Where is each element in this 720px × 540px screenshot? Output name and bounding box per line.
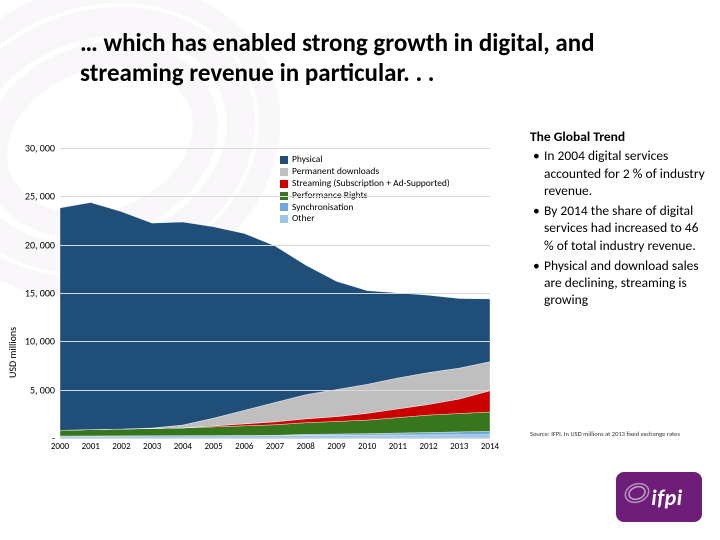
y-tick-label: - — [15, 432, 55, 445]
y-tick-label: 20, 000 — [15, 238, 55, 251]
source-note: Source: IFPI. In USD millions at 2013 fi… — [530, 430, 720, 438]
x-tick-label: 2003 — [143, 441, 161, 452]
chart-plot-area: PhysicalPermanent downloadsStreaming (Su… — [60, 148, 490, 438]
side-bullet: Physical and download sales are declinin… — [530, 257, 710, 309]
legend-label: Streaming (Subscription + Ad-Supported) — [292, 178, 450, 190]
x-tick-label: 2010 — [358, 441, 376, 452]
legend-swatch — [280, 203, 288, 211]
side-bullet: In 2004 digital services accounted for 2… — [530, 147, 710, 199]
x-tick-label: 2004 — [174, 441, 192, 452]
legend-label: Permanent downloads — [292, 166, 379, 178]
legend-swatch — [280, 215, 288, 223]
y-tick-label: 10, 000 — [15, 335, 55, 348]
x-tick-label: 2012 — [419, 441, 437, 452]
logo-swirl-icon — [622, 478, 652, 508]
gridline — [60, 390, 490, 391]
side-bullet: By 2014 the share of digital services ha… — [530, 202, 710, 254]
gridline — [60, 341, 490, 342]
side-bullets: In 2004 digital services accounted for 2… — [530, 147, 710, 308]
x-tick-label: 2006 — [235, 441, 253, 452]
gridline — [60, 148, 490, 149]
gridline — [60, 245, 490, 246]
gridline — [60, 293, 490, 294]
x-tick-label: 2014 — [481, 441, 499, 452]
chart-container: USD millions PhysicalPermanent downloads… — [10, 148, 500, 478]
legend-item: Other — [280, 213, 450, 225]
y-tick-label: 30, 000 — [15, 142, 55, 155]
slide-root: … which has enabled strong growth in dig… — [0, 0, 720, 540]
legend-item: Streaming (Subscription + Ad-Supported) — [280, 178, 450, 190]
legend-swatch — [280, 156, 288, 164]
legend-item: Permanent downloads — [280, 166, 450, 178]
gridline — [60, 196, 490, 197]
y-tick-label: 25, 000 — [15, 190, 55, 203]
x-tick-label: 2013 — [450, 441, 468, 452]
x-tick-label: 2000 — [51, 441, 69, 452]
legend-swatch — [280, 168, 288, 176]
y-tick-label: 15, 000 — [15, 287, 55, 300]
gridline — [60, 438, 490, 439]
chart-legend: PhysicalPermanent downloadsStreaming (Su… — [280, 154, 450, 225]
legend-label: Other — [292, 213, 315, 225]
side-heading: The Global Trend — [530, 128, 710, 145]
x-tick-label: 2001 — [82, 441, 100, 452]
x-tick-label: 2011 — [389, 441, 407, 452]
x-tick-label: 2005 — [204, 441, 222, 452]
x-tick-label: 2008 — [297, 441, 315, 452]
slide-title: … which has enabled strong growth in dig… — [80, 28, 640, 88]
x-tick-label: 2007 — [266, 441, 284, 452]
ifpi-logo: ifpi — [616, 472, 702, 522]
side-text: The Global Trend In 2004 digital service… — [530, 128, 710, 312]
legend-swatch — [280, 180, 288, 188]
y-tick-label: 5, 000 — [15, 383, 55, 396]
x-tick-label: 2002 — [112, 441, 130, 452]
x-tick-label: 2009 — [327, 441, 345, 452]
